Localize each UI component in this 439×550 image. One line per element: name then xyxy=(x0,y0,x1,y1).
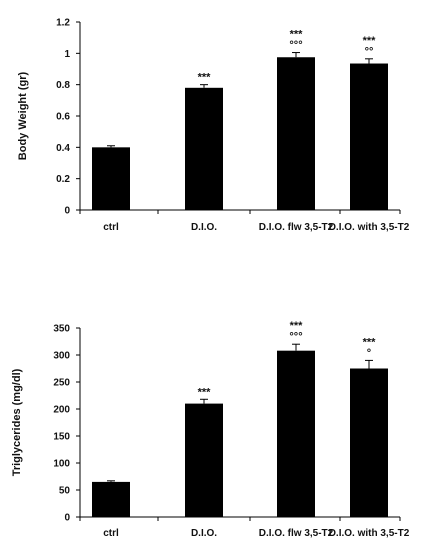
y-tick-label: 200 xyxy=(53,405,70,416)
y-tick-label: 0 xyxy=(64,513,70,524)
y-tick-label: 1.2 xyxy=(56,18,70,29)
significance-label: °° xyxy=(365,46,374,58)
significance-label: *** xyxy=(198,386,212,398)
bar xyxy=(92,481,130,517)
x-tick-label: ctrl xyxy=(103,222,119,233)
y-tick-label: 300 xyxy=(53,351,70,362)
y-tick-label: 0.4 xyxy=(56,143,70,154)
chart-panel-2: 0 50 100 150 200 250 300 350 ctrl D.I.O. *** D.I.O.… xyxy=(11,320,410,539)
significance-label: *** xyxy=(290,29,304,41)
y-tick-label: 0.2 xyxy=(56,174,70,185)
significance-label: *** xyxy=(290,320,304,332)
x-tick-label: D.I.O. xyxy=(191,222,217,233)
bar xyxy=(277,350,315,517)
x-tick-label: D.I.O. xyxy=(191,528,217,539)
chart-panel-1: 0 0.2 0.4 0.6 0.8 1 1.2 ctrl D.I.O. *** D.I.O. flw… xyxy=(17,18,410,234)
y-tick-label: 50 xyxy=(59,486,71,497)
x-tick-label: D.I.O. flw 3,5-T2 xyxy=(259,528,334,539)
y-tick-label: 1 xyxy=(64,49,70,60)
y-tick-label: 350 xyxy=(53,324,70,335)
bar xyxy=(185,87,223,210)
significance-label: *** xyxy=(363,336,377,348)
bar xyxy=(277,57,315,210)
y-tick-label: 0.8 xyxy=(56,80,70,91)
significance-label: °°° xyxy=(289,331,302,343)
y-tick-label: 250 xyxy=(53,378,70,389)
y-axis-title: Body Weight (gr) xyxy=(17,71,29,160)
bar xyxy=(185,403,223,517)
bar xyxy=(350,63,388,211)
y-tick-label: 0 xyxy=(64,206,70,217)
significance-label: *** xyxy=(363,35,377,47)
y-tick-label: 0.6 xyxy=(56,112,70,123)
x-tick-label: D.I.O. flw 3,5-T2 xyxy=(259,222,334,233)
x-tick-label: D.I.O. with 3,5-T2 xyxy=(329,222,410,233)
significance-label: *** xyxy=(198,72,212,84)
significance-label: °°° xyxy=(289,40,302,52)
significance-label: ° xyxy=(367,347,371,359)
bar xyxy=(92,147,130,210)
x-tick-label: ctrl xyxy=(103,528,119,539)
bar xyxy=(350,368,388,517)
y-axis-title: Triglycerides (mg/dl) xyxy=(11,368,23,476)
y-tick-label: 150 xyxy=(53,432,70,443)
y-tick-label: 100 xyxy=(53,459,70,470)
x-tick-label: D.I.O. with 3,5-T2 xyxy=(329,528,410,539)
